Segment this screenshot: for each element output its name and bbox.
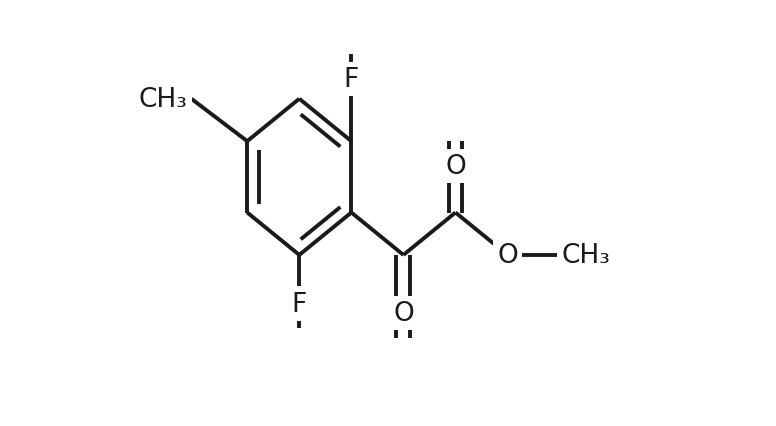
Text: F: F	[292, 291, 307, 317]
Text: CH₃: CH₃	[139, 86, 188, 112]
Text: O: O	[445, 153, 466, 179]
Text: O: O	[393, 301, 414, 326]
Text: F: F	[344, 67, 359, 93]
Text: O: O	[497, 242, 518, 268]
Text: CH₃: CH₃	[562, 242, 611, 268]
